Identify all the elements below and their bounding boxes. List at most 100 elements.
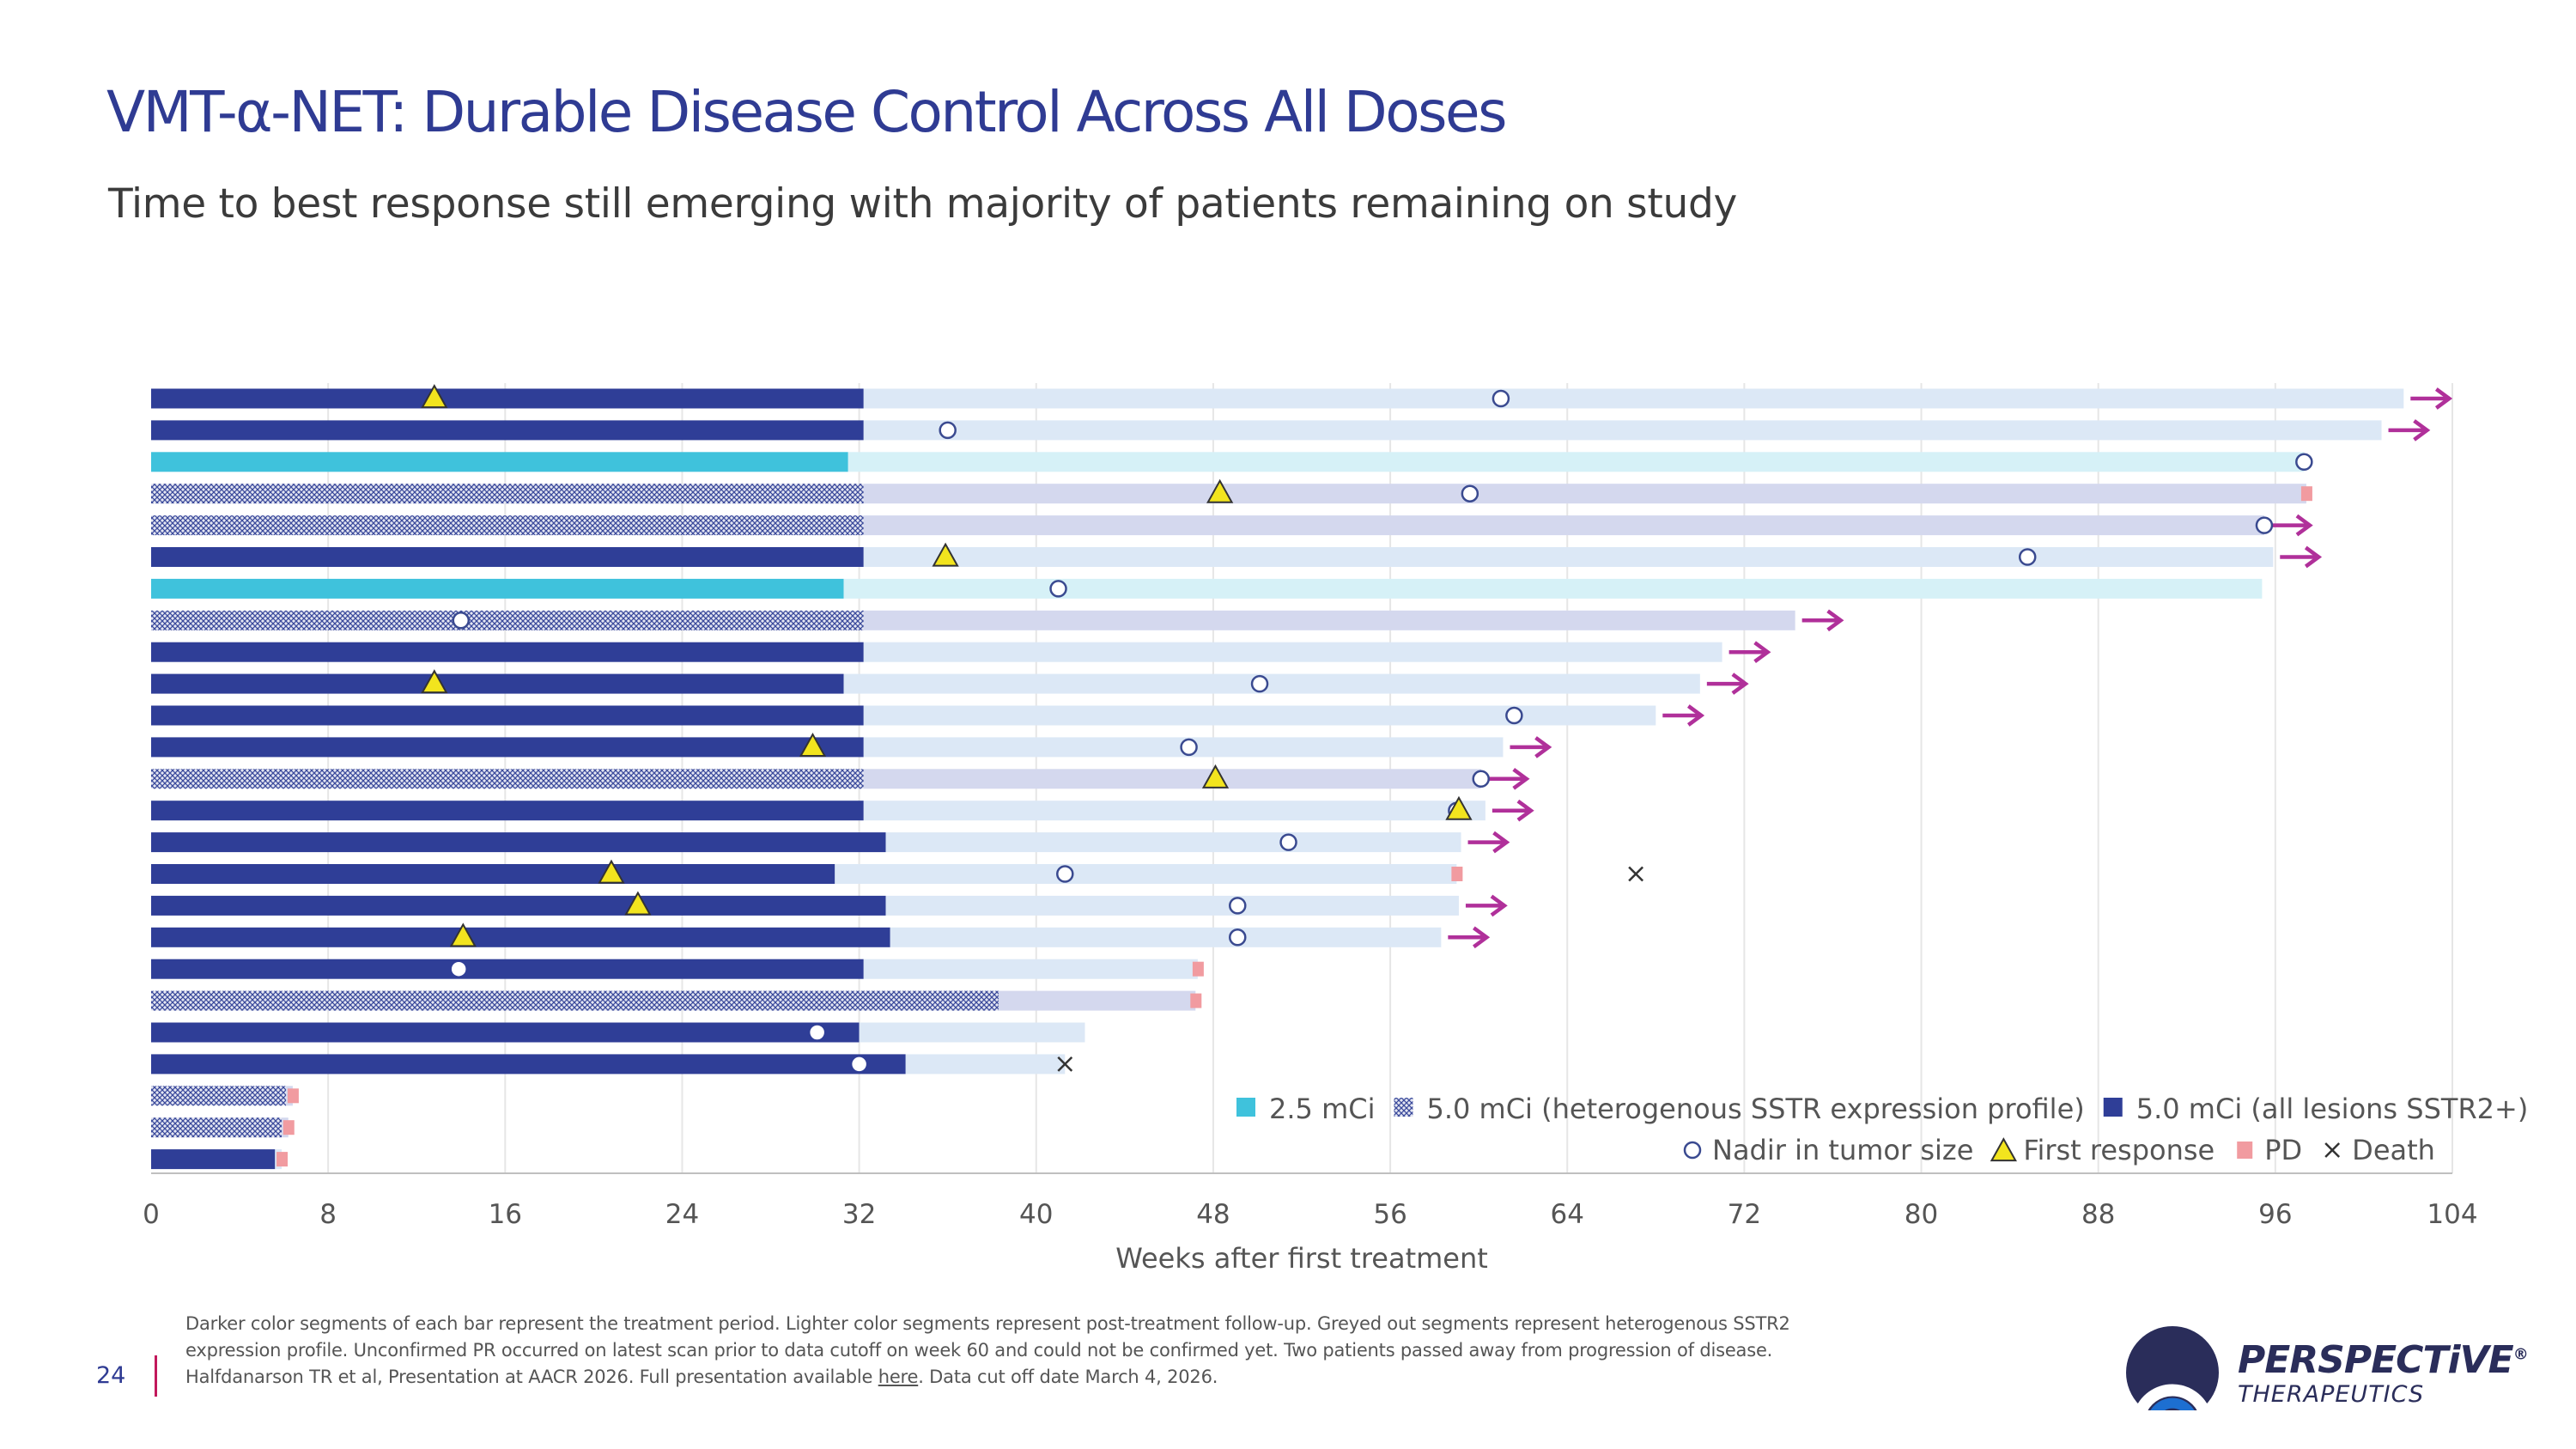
patient-row (151, 990, 1196, 1011)
followup-bar (863, 420, 2382, 441)
legend-pd-icon (2237, 1142, 2253, 1159)
treatment-bar (151, 705, 864, 726)
treatment-bar (151, 864, 835, 884)
treatment-bar (151, 484, 864, 504)
company-name: PERSPECTiVE® (2238, 1338, 2529, 1382)
legend-nadir-icon (1683, 1141, 1702, 1160)
legend-label-het: 5.0 mCi (heterogenous SSTR expression pr… (1426, 1093, 2084, 1125)
nadir-marker (2018, 548, 2037, 566)
followup-bar (863, 547, 2274, 567)
ongoing-arrow (1706, 673, 1749, 695)
patient-row (151, 737, 1504, 758)
legend-swatch-std (2103, 1098, 2123, 1117)
nadir-marker (1180, 738, 1198, 757)
patient-row (151, 642, 1722, 662)
treatment-bar (151, 1054, 906, 1075)
patient-row (151, 1054, 1066, 1075)
x-tick-label: 40 (1019, 1199, 1053, 1230)
first-response-marker (598, 859, 625, 884)
patient-row (151, 769, 1481, 789)
patient-row (151, 1022, 1085, 1043)
treatment-bar (151, 1086, 287, 1106)
patient-row (151, 832, 1461, 853)
swimmer-plot: 0 8 16 24 32 40 48 56 64 72 80 88 96 104 Weeks after … (143, 383, 2528, 1275)
first-response-marker (1445, 795, 1473, 820)
x-tick-label: 64 (1551, 1199, 1584, 1230)
nadir-marker (1056, 865, 1074, 883)
nadir-marker (1250, 674, 1269, 693)
followup-bar (885, 832, 1461, 853)
x-axis: 0 8 16 24 32 40 48 56 64 72 80 88 96 104 (143, 1172, 2478, 1230)
first-response-marker (1206, 478, 1234, 503)
patient-row (151, 705, 1656, 726)
treatment-bar (151, 769, 864, 789)
followup-bar (863, 705, 1656, 726)
treatment-bar (151, 547, 864, 567)
followup-bar (905, 1054, 1066, 1075)
patient-row (151, 420, 2382, 441)
perspective-arc-logo-icon (2121, 1326, 2224, 1424)
legend-swatch-het (1394, 1098, 1413, 1117)
followup-bar (863, 484, 2306, 504)
followup-bar (863, 642, 1722, 662)
followup-bar (859, 1022, 1085, 1043)
pd-marker (1451, 867, 1463, 881)
x-tick-label: 56 (1373, 1199, 1406, 1230)
ongoing-arrow (2280, 545, 2323, 569)
patient-row (151, 801, 1485, 821)
legend-swatch-low (1236, 1098, 1255, 1117)
treatment-bar (151, 578, 844, 599)
treatment-bar (151, 420, 864, 441)
treatment-bar (151, 737, 864, 758)
followup-bar (835, 864, 1457, 884)
patient-row (151, 610, 1795, 630)
x-tick-label: 72 (1728, 1199, 1761, 1230)
nadir-marker (810, 1025, 824, 1040)
treatment-bar (151, 832, 886, 853)
patient-row (151, 578, 2263, 599)
treatment-bar (151, 959, 864, 979)
nadir-marker (1229, 897, 1247, 915)
footnote-line-3: Halfdanarson TR et al, Presentation at A… (185, 1364, 2014, 1391)
legend-response-icon (1990, 1137, 2017, 1162)
treatment-bar (151, 895, 886, 916)
patient-row (151, 673, 1700, 694)
presentation-link[interactable]: here (878, 1367, 919, 1387)
first-response-marker (624, 891, 652, 916)
treatment-bar (151, 388, 864, 409)
followup-bar (885, 895, 1459, 916)
followup-bar (863, 801, 1485, 821)
x-tick-label: 0 (143, 1199, 160, 1230)
x-tick-label: 88 (2081, 1199, 2115, 1230)
ongoing-arrow (1662, 704, 1705, 727)
page-number-divider (155, 1355, 157, 1397)
pd-marker (287, 1088, 299, 1104)
x-tick-label: 104 (2427, 1199, 2477, 1230)
legend-label-response: First response (2023, 1134, 2215, 1166)
pd-marker (1192, 961, 1204, 977)
ongoing-arrow (1467, 831, 1510, 854)
nadir-marker (1229, 928, 1247, 947)
ongoing-arrow (2410, 387, 2453, 410)
legend-label-low: 2.5 mCi (1269, 1093, 1375, 1125)
patient-row (151, 452, 2305, 472)
pd-marker (1190, 993, 1202, 1008)
x-tick-label: 24 (665, 1199, 699, 1230)
treatment-bar (151, 1117, 283, 1138)
patient-row (151, 1149, 283, 1170)
followup-bar (863, 959, 1198, 979)
followup-bar (843, 673, 1700, 694)
pd-marker (283, 1120, 295, 1135)
ongoing-arrow (2270, 514, 2313, 537)
treatment-bar (151, 1149, 276, 1170)
x-tick-label: 8 (319, 1199, 337, 1230)
followup-bar (998, 990, 1196, 1011)
patient-row (151, 927, 1442, 947)
nadir-marker (1049, 580, 1067, 598)
ongoing-arrow (1728, 641, 1771, 664)
pd-marker (2300, 486, 2312, 502)
legend-label-nadir: Nadir in tumor size (1712, 1134, 1973, 1166)
patient-row (151, 959, 1198, 979)
treatment-bar (151, 801, 864, 821)
legend-death-icon (2324, 1142, 2341, 1158)
